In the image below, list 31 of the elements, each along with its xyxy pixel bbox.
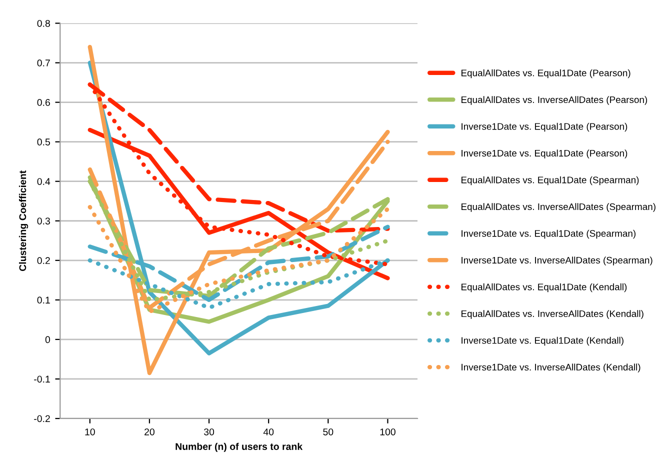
y-tick-label: 0.6 bbox=[37, 99, 50, 106]
y-tick-label: 0.3 bbox=[37, 218, 50, 224]
x-tick-label: 50 bbox=[323, 428, 334, 436]
y-axis-title: Clustering Coefficient bbox=[18, 170, 28, 271]
x-tick-label: 100 bbox=[380, 428, 396, 436]
y-tick-label: 0.4 bbox=[37, 178, 50, 185]
legend-label: Inverse1Date vs. Equal1Date (Spearman) bbox=[462, 230, 636, 239]
y-tick-label: 0.7 bbox=[37, 60, 50, 66]
legend-label: Inverse1Date vs. InverseAllDates (Spearman) bbox=[462, 256, 652, 266]
legend-label: EqualAllDates vs. InverseAllDates (Pearson) bbox=[462, 96, 648, 105]
legend-label: Inverse1Date vs. Equal1Date (Kendall) bbox=[462, 336, 624, 346]
legend-label: EqualAllDates vs. InverseAllDates (Kendall) bbox=[462, 310, 644, 319]
y-tick-label: 0.2 bbox=[37, 257, 50, 264]
y-tick-label: 0.8 bbox=[37, 20, 50, 27]
legend-label: EqualAllDates vs. Equal1Date (Pearson) bbox=[462, 69, 630, 78]
legend-label: EqualAllDates vs. Equal1Date (Spearman) bbox=[462, 176, 639, 186]
x-tick-label: 40 bbox=[263, 428, 274, 436]
legend-label: Inverse1Date vs. Equal1Date (Pearson) bbox=[462, 122, 628, 132]
x-axis-title: Number (n) of users to rank bbox=[176, 442, 303, 452]
legend-label: Inverse1Date vs. InverseAllDates (Kendall) bbox=[462, 364, 640, 372]
x-tick-label: 10 bbox=[85, 428, 95, 436]
legend-label: EqualAllDates vs. Equal1Date (Kendall) bbox=[462, 283, 627, 292]
legend-label: Inverse1Date vs. Equal1Date (Pearson) bbox=[462, 150, 628, 158]
x-tick-label: 30 bbox=[204, 428, 214, 436]
y-tick-label: 0.1 bbox=[37, 296, 50, 304]
y-tick-label: 0 bbox=[45, 336, 50, 344]
x-tick-label: 20 bbox=[144, 428, 154, 436]
y-tick-label: 0.5 bbox=[37, 138, 50, 146]
y-tick-label: -0.1 bbox=[34, 376, 50, 383]
y-tick-label: -0.2 bbox=[34, 415, 50, 422]
legend-label: EqualAllDates vs. InverseAllDates (Spearman) bbox=[462, 203, 656, 212]
